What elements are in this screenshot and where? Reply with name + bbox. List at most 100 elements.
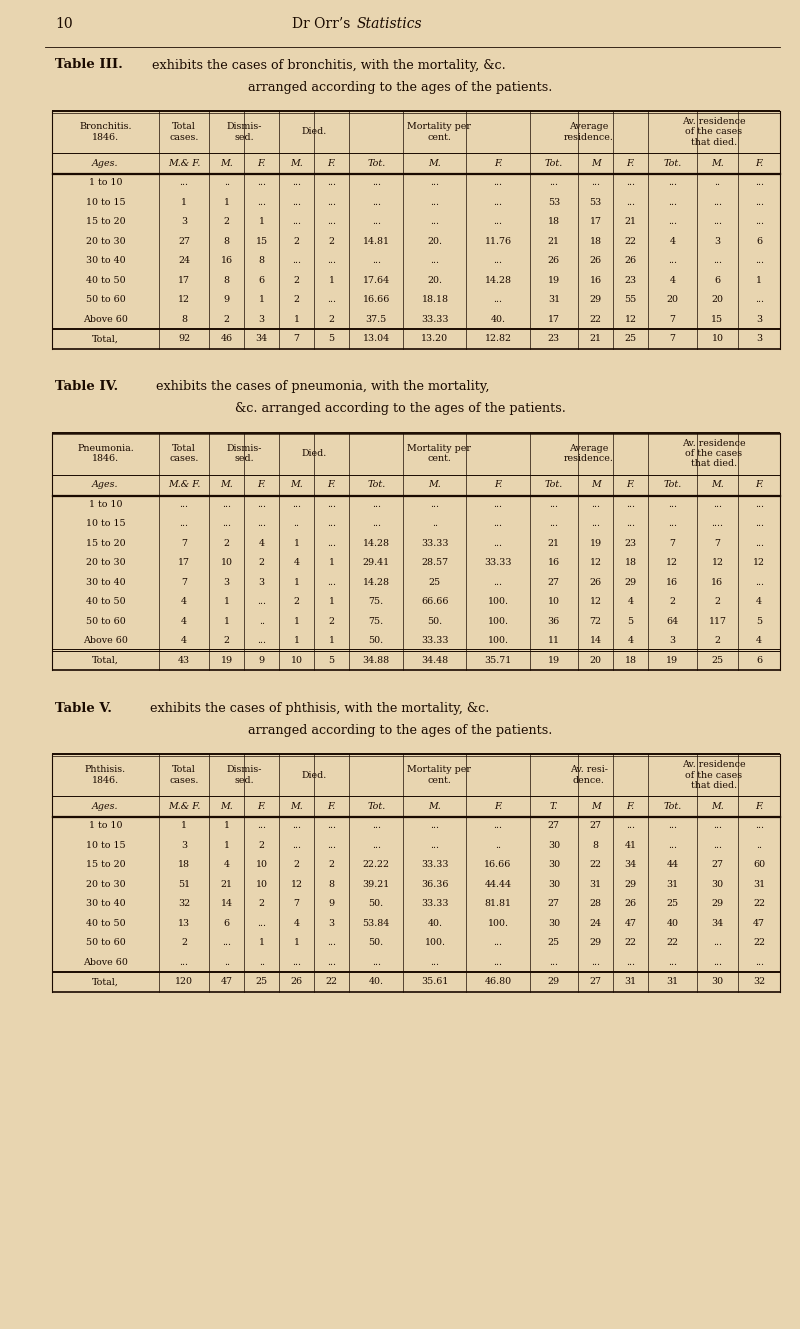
Text: 12: 12	[590, 558, 602, 567]
Text: ...: ...	[754, 500, 764, 509]
Text: Died.: Died.	[302, 128, 326, 137]
Text: ...: ...	[713, 938, 722, 948]
Text: ...: ...	[430, 256, 439, 266]
Text: 50.: 50.	[369, 900, 384, 908]
Text: 16: 16	[221, 256, 233, 266]
Text: 39.21: 39.21	[362, 880, 390, 889]
Text: ...: ...	[179, 958, 189, 966]
Text: 30: 30	[548, 841, 560, 849]
Text: 1: 1	[294, 578, 300, 586]
Text: 3: 3	[329, 918, 334, 928]
Text: 30: 30	[548, 860, 560, 869]
Text: ...: ...	[292, 841, 301, 849]
Text: ...: ...	[257, 637, 266, 646]
Text: ...: ...	[713, 958, 722, 966]
Text: 20: 20	[711, 295, 723, 304]
Text: Dismis-
sed.: Dismis- sed.	[226, 122, 262, 142]
Text: F.: F.	[494, 158, 502, 167]
Text: ...: ...	[591, 520, 600, 528]
Text: 29: 29	[548, 977, 560, 986]
Text: 75.: 75.	[369, 597, 384, 606]
Text: 100.: 100.	[487, 637, 509, 646]
Text: 8: 8	[224, 237, 230, 246]
Text: 31: 31	[590, 880, 602, 889]
Text: 2: 2	[329, 617, 334, 626]
Text: ...: ...	[626, 198, 635, 207]
Text: F.: F.	[626, 801, 634, 811]
Text: 12: 12	[711, 558, 723, 567]
Text: 17.64: 17.64	[362, 275, 390, 284]
Text: 2: 2	[294, 295, 300, 304]
Text: arranged according to the ages of the patients.: arranged according to the ages of the pa…	[248, 81, 552, 93]
Text: 2: 2	[224, 315, 230, 324]
Text: ...: ...	[327, 178, 336, 187]
Text: Phthisis.
1846.: Phthisis. 1846.	[85, 766, 126, 784]
Text: 12: 12	[666, 558, 678, 567]
Text: ...: ...	[591, 178, 600, 187]
Text: 22: 22	[666, 938, 678, 948]
Text: 1: 1	[294, 315, 300, 324]
Text: 2: 2	[224, 538, 230, 548]
Text: 1: 1	[756, 275, 762, 284]
Text: 36.36: 36.36	[421, 880, 449, 889]
Text: 40.: 40.	[490, 315, 506, 324]
Text: 24: 24	[590, 918, 602, 928]
Text: 28: 28	[590, 900, 602, 908]
Text: 10 to 15: 10 to 15	[86, 520, 125, 528]
Text: 14.28: 14.28	[362, 538, 390, 548]
Text: 1: 1	[224, 841, 230, 849]
Text: 100.: 100.	[487, 918, 509, 928]
Text: 10: 10	[55, 17, 73, 31]
Text: ...: ...	[668, 520, 677, 528]
Text: ..: ..	[495, 841, 501, 849]
Text: ...: ...	[494, 958, 502, 966]
Text: Above 60: Above 60	[83, 637, 128, 646]
Text: Statistics: Statistics	[357, 17, 422, 31]
Text: Pneumonia.
1846.: Pneumonia. 1846.	[77, 444, 134, 464]
Text: 20.: 20.	[427, 237, 442, 246]
Text: 4: 4	[627, 597, 634, 606]
Text: Dismis-
sed.: Dismis- sed.	[226, 444, 262, 464]
Text: 29: 29	[590, 938, 602, 948]
Text: 3: 3	[756, 315, 762, 324]
Text: 1: 1	[329, 597, 334, 606]
Text: ...: ...	[626, 520, 635, 528]
Text: 12: 12	[625, 315, 637, 324]
Text: ...: ...	[494, 821, 502, 831]
Text: 14: 14	[590, 637, 602, 646]
Text: 23: 23	[548, 335, 560, 343]
Text: 34: 34	[711, 918, 723, 928]
Text: 24: 24	[178, 256, 190, 266]
Text: 47: 47	[625, 918, 637, 928]
Text: 18: 18	[590, 237, 602, 246]
Text: 15 to 20: 15 to 20	[86, 860, 125, 869]
Text: 33.33: 33.33	[421, 637, 449, 646]
Text: ..: ..	[714, 178, 720, 187]
Text: 27: 27	[590, 821, 602, 831]
Text: 11.76: 11.76	[485, 237, 511, 246]
Text: M.: M.	[711, 801, 724, 811]
Text: ...: ...	[626, 958, 635, 966]
Text: 20 to 30: 20 to 30	[86, 237, 125, 246]
Text: 19: 19	[666, 655, 678, 664]
Text: 25: 25	[429, 578, 441, 586]
Text: 36: 36	[548, 617, 560, 626]
Text: 1: 1	[329, 558, 334, 567]
Text: ...: ...	[668, 217, 677, 226]
Text: Total
cases.: Total cases.	[170, 122, 198, 142]
Text: 13.04: 13.04	[362, 335, 390, 343]
Text: ...: ...	[430, 198, 439, 207]
Text: 10: 10	[256, 880, 268, 889]
Text: 10 to 15: 10 to 15	[86, 198, 125, 207]
Text: 1: 1	[294, 938, 300, 948]
Text: ..: ..	[294, 520, 300, 528]
Text: 13.20: 13.20	[422, 335, 449, 343]
Text: 25: 25	[256, 977, 268, 986]
Text: Tot.: Tot.	[663, 801, 682, 811]
Text: ...: ...	[327, 500, 336, 509]
Text: 1 to 10: 1 to 10	[89, 178, 122, 187]
Text: 30: 30	[711, 880, 723, 889]
Text: 46.80: 46.80	[485, 977, 511, 986]
Text: 12: 12	[590, 597, 602, 606]
Text: 1: 1	[294, 538, 300, 548]
